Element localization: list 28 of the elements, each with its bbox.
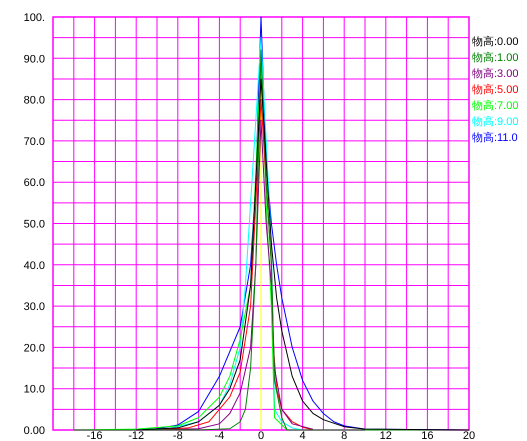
x-tick-label: 4 (300, 430, 306, 441)
text: 物高:9.00 (472, 115, 518, 128)
x-tick-label: 12 (380, 430, 392, 441)
x-tick-label: 16 (421, 430, 434, 441)
text: 物高:5.00 (472, 83, 518, 96)
y-tick-label: 60.0 (24, 177, 45, 190)
text: 物高:7.00 (472, 99, 518, 112)
text: 物高:1.00 (472, 51, 518, 64)
y-tick-label: 50.0 (24, 218, 45, 230)
x-tick-label: 8 (341, 430, 348, 441)
x-tick-label: 0 (258, 430, 264, 441)
y-tick-label: 70.0 (24, 136, 45, 148)
x-tick-label: 20 (462, 430, 476, 441)
y-tick-label: 40.0 (24, 260, 45, 272)
text: 物高:0.00 (472, 35, 518, 48)
x-tick-label: -12 (128, 430, 144, 441)
y-tick-label: 80.0 (24, 94, 45, 107)
x-tick-label: -8 (172, 430, 183, 441)
y-tick-label: 20.0 (24, 342, 45, 354)
text: 物高:11.0 (472, 131, 518, 144)
x-tick-label: -16 (86, 430, 103, 441)
y-tick-label: 90.0 (24, 53, 45, 66)
y-tick-label: 0.00 (24, 425, 45, 437)
y-tick-label: 30.0 (24, 301, 45, 314)
text: 物高:3.00 (472, 67, 518, 80)
y-tick-label: 10.0 (24, 384, 45, 396)
y-tick-label: 100. (24, 12, 45, 24)
x-tick-label: -4 (214, 430, 224, 441)
